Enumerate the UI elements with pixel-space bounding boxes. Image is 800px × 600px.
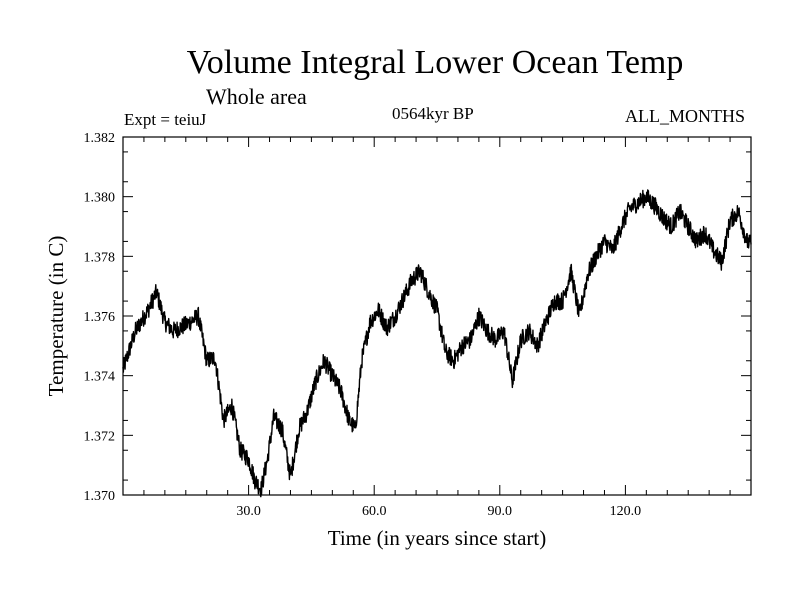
series-line-temperature bbox=[122, 189, 752, 498]
y-axis-label: Temperature (in C) bbox=[44, 236, 68, 397]
series-layer bbox=[122, 189, 752, 498]
y-tick-label: 1.380 bbox=[84, 191, 116, 206]
y-tick-label: 1.378 bbox=[84, 250, 116, 265]
y-tick-label: 1.382 bbox=[84, 131, 116, 146]
y-tick-label: 1.376 bbox=[84, 310, 116, 325]
x-tick-label: 90.0 bbox=[488, 504, 513, 519]
y-tick-label: 1.372 bbox=[84, 429, 116, 444]
chart-subtitle: Whole area bbox=[206, 84, 307, 109]
x-tick-label: 120.0 bbox=[610, 504, 642, 519]
experiment-label: Expt = teiuJ bbox=[124, 110, 207, 129]
months-label: ALL_MONTHS bbox=[625, 106, 745, 126]
x-tick-label: 60.0 bbox=[362, 504, 387, 519]
tick-marks bbox=[123, 136, 751, 496]
tick-labels: 30.0 60.0 90.0 120.0 1.370 1.372 1.374 1.376 1.3… bbox=[84, 131, 642, 519]
y-tick-label: 1.370 bbox=[84, 489, 116, 504]
x-tick-label: 30.0 bbox=[236, 504, 261, 519]
chart-title: Volume Integral Lower Ocean Temp bbox=[186, 44, 684, 81]
y-tick-label: 1.374 bbox=[84, 370, 116, 385]
period-label: 0564kyr BP bbox=[392, 104, 474, 123]
x-axis-label: Time (in years since start) bbox=[328, 526, 547, 550]
plot-frame bbox=[122, 136, 752, 496]
